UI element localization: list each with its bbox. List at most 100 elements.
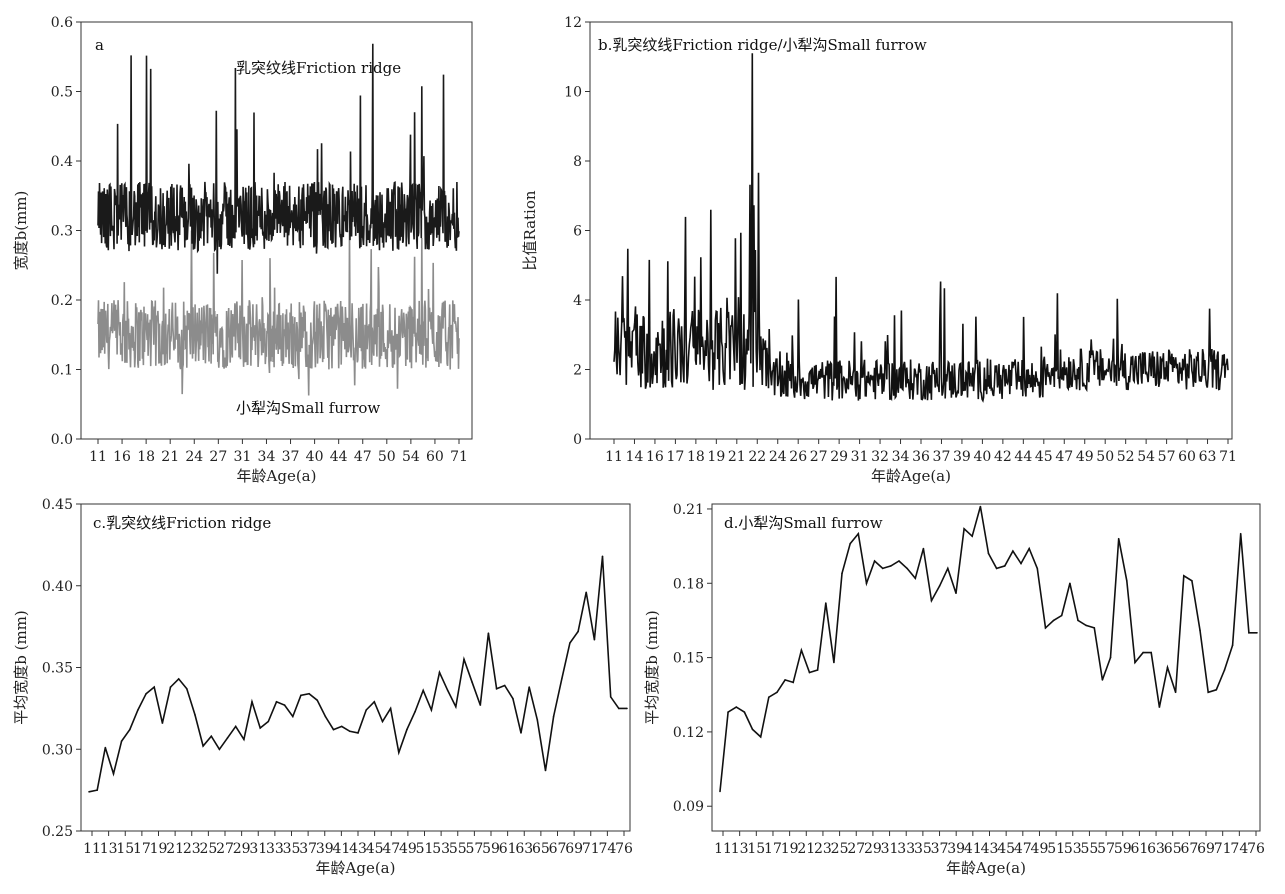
y-tick-label: 0.12 [673, 725, 704, 741]
data-point [906, 567, 908, 570]
data-point [389, 707, 392, 710]
data-point [381, 720, 384, 723]
x-tick-label: 51 [416, 841, 434, 857]
panel-title: d.小犁沟Small furrow [724, 514, 883, 532]
data-point [112, 773, 115, 775]
data-point [169, 686, 172, 688]
x-tick-label: 63 [1147, 841, 1165, 857]
data-point [1036, 567, 1039, 570]
x-tick-label: 24 [185, 449, 203, 465]
data-point [995, 567, 998, 570]
data-point [1044, 627, 1047, 629]
x-tick-label: 45 [366, 841, 384, 857]
x-tick-label: 34 [258, 449, 276, 465]
data-point [1134, 661, 1136, 664]
x-tick-label: 57 [1158, 449, 1176, 465]
x-tick-label: 65 [1164, 841, 1182, 857]
data-point [938, 585, 941, 587]
data-point [1109, 656, 1112, 659]
data-point [218, 748, 221, 751]
data-point [979, 505, 982, 508]
data-point [194, 714, 196, 716]
x-tick-label: 14 [626, 449, 644, 465]
x-tick-label: 71 [1214, 841, 1232, 857]
data-point [398, 751, 400, 754]
x-tick-label: 59 [1114, 841, 1132, 857]
panel-label: a [95, 36, 104, 54]
data-point [1077, 619, 1079, 622]
y-tick-label: 0.5 [51, 85, 73, 101]
x-tick-label: 49 [1076, 449, 1094, 465]
data-point [104, 746, 107, 749]
y-tick-label: 0.09 [673, 799, 704, 815]
data-point [267, 720, 270, 723]
data-point [528, 686, 530, 688]
data-point [947, 567, 949, 570]
x-tick-label: 49 [1031, 841, 1049, 857]
y-tick-label: 12 [564, 15, 582, 31]
series-line-friction-ridge [97, 43, 460, 274]
x-tick-label: 21 [797, 841, 815, 857]
x-tick-label: 35 [914, 841, 932, 857]
data-point [971, 535, 973, 537]
x-tick-label: 57 [465, 841, 483, 857]
x-tick-label: 18 [137, 449, 155, 465]
data-point [609, 696, 612, 698]
data-point [283, 704, 286, 706]
data-point [865, 582, 868, 585]
data-point [816, 669, 819, 671]
data-point [1085, 624, 1087, 627]
data-point [145, 692, 147, 695]
data-point [735, 706, 738, 708]
data-point [955, 592, 957, 594]
data-point [743, 711, 746, 713]
y-tick-label: 0.0 [51, 432, 73, 448]
data-point [153, 686, 155, 688]
data-point [1174, 691, 1177, 694]
data-point [308, 692, 310, 695]
x-tick-label: 44 [330, 449, 348, 465]
x-tick-label: 45 [1035, 449, 1053, 465]
series-line [719, 506, 1257, 792]
y-tick-label: 0.2 [51, 293, 73, 309]
x-tick-label: 11 [89, 449, 107, 465]
x-tick-label: 54 [402, 449, 420, 465]
x-tick-label: 13 [731, 841, 749, 857]
data-point [841, 572, 843, 575]
x-tick-label: 11 [83, 841, 101, 857]
x-tick-label: 69 [565, 841, 583, 857]
x-tick-label: 47 [354, 449, 372, 465]
x-axis-label: 年龄Age(a) [237, 467, 317, 485]
x-tick-label: 29 [830, 449, 848, 465]
y-tick-label: 0.30 [42, 742, 73, 758]
data-point [438, 671, 441, 674]
data-point [512, 697, 514, 700]
x-tick-label: 39 [953, 449, 971, 465]
x-tick-label: 63 [515, 841, 533, 857]
data-point [1256, 632, 1258, 634]
data-point [186, 688, 188, 690]
data-point [446, 689, 449, 692]
data-point [808, 671, 811, 674]
y-tick-label: 0.15 [673, 651, 704, 667]
data-point [324, 715, 327, 718]
x-tick-label: 44 [1014, 449, 1032, 465]
data-point [1231, 644, 1234, 646]
data-point [316, 699, 319, 701]
x-tick-label: 23 [814, 841, 832, 857]
data-point [601, 555, 604, 558]
x-tick-label: 21 [161, 449, 179, 465]
data-point [251, 701, 253, 703]
data-point [1183, 575, 1185, 577]
data-point [784, 679, 786, 681]
data-point [561, 678, 563, 680]
x-tick-label: 61 [499, 841, 517, 857]
data-point [751, 728, 754, 731]
data-point [292, 715, 294, 718]
series-line-ratio [613, 53, 1229, 403]
plot-frame [80, 503, 631, 832]
x-tick-label: 71 [450, 449, 468, 465]
data-point [365, 709, 368, 711]
y-tick-label: 0 [573, 432, 582, 448]
series-line [88, 556, 627, 793]
